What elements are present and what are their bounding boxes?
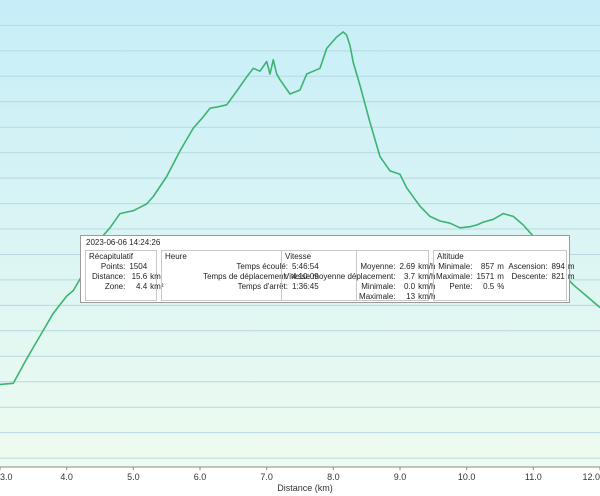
altitude-label: Descente: bbox=[511, 272, 548, 281]
x-tick-label: 9.0 bbox=[394, 472, 407, 482]
vitesse-row: Minimale: 0.0 km/h bbox=[282, 282, 437, 292]
x-tick-label: 4.0 bbox=[60, 472, 73, 482]
recap-label: Points: bbox=[100, 262, 126, 271]
altitude-row: Pente: 0.5% bbox=[434, 282, 577, 292]
altitude-table: Minimale: 857 m Ascension: 894 m Maximale: 157… bbox=[434, 262, 577, 292]
x-tick-label: 12.0 bbox=[582, 472, 600, 482]
vitesse-unit: km/h bbox=[418, 292, 436, 301]
vitesse-table: Moyenne: 2.69 km/h Vitesse moyenne déplace… bbox=[282, 262, 437, 302]
recap-value: 4.4 bbox=[136, 282, 148, 291]
altitude-panel: Altitude Minimale: 857 m Ascension: 894 m Max… bbox=[433, 250, 575, 301]
recap-row: Distance: 15.6 km bbox=[90, 272, 165, 282]
recap-value: 1504 bbox=[129, 262, 148, 271]
vitesse-label: Minimale: bbox=[361, 282, 396, 291]
heure-panel: Heure Temps écoulé: 5:46:54 Temps de dépl… bbox=[161, 250, 357, 301]
altitude-value: 894 bbox=[551, 262, 565, 271]
altitude-label bbox=[506, 282, 549, 292]
heure-label: Temps écoulé: bbox=[236, 262, 288, 271]
heure-value: 4:10:09 bbox=[292, 272, 319, 281]
x-tick-label: 3.0 bbox=[0, 472, 13, 482]
heure-table: Temps écoulé: 5:46:54 Temps de déplacemen… bbox=[162, 262, 321, 292]
x-axis-title: Distance (km) bbox=[277, 483, 333, 493]
heure-row: Temps d'arrêt: 1:36:45 bbox=[162, 282, 321, 292]
vitesse-unit: km/h bbox=[418, 272, 436, 281]
vitesse-row: Vitesse moyenne déplacement: 3.7 km/h bbox=[282, 272, 437, 282]
vitesse-label: Vitesse moyenne déplacement: bbox=[284, 272, 396, 281]
altitude-label: Maximale: bbox=[436, 272, 473, 281]
altitude-label: Pente: bbox=[449, 282, 473, 291]
heure-value: 1:36:45 bbox=[292, 282, 319, 291]
recap-row: Zone: 4.4 km² bbox=[90, 282, 165, 292]
vitesse-row: Maximale: 13 km/h bbox=[282, 292, 437, 302]
altitude-value: 857 bbox=[480, 262, 495, 271]
vitesse-label: Moyenne: bbox=[360, 262, 396, 271]
vitesse-unit: km/h bbox=[418, 262, 436, 271]
plot-background bbox=[0, 0, 600, 467]
recap-value: 15.6 bbox=[131, 272, 148, 281]
vitesse-label: Maximale: bbox=[359, 292, 396, 301]
altitude-unit bbox=[567, 282, 577, 292]
x-tick-label: 7.0 bbox=[260, 472, 273, 482]
altitude-value: 0.5 bbox=[483, 282, 495, 291]
altitude-title: Altitude bbox=[437, 252, 464, 261]
vitesse-title: Vitesse bbox=[285, 252, 312, 261]
altitude-unit: m bbox=[567, 262, 575, 271]
recap-table: Points: 1504 Distance: 15.6 km Zone: 4.4 km² bbox=[90, 262, 165, 292]
altitude-unit: % bbox=[497, 282, 505, 291]
heure-title: Heure bbox=[165, 252, 187, 261]
altitude-label: Minimale: bbox=[438, 262, 473, 271]
recap-row: Points: 1504 bbox=[90, 262, 165, 272]
vitesse-value: 13 bbox=[406, 292, 416, 301]
recap-panel: Récapitulatif Points: 1504 Distance: 15.6 k… bbox=[85, 250, 163, 301]
heure-row: Temps écoulé: 5:46:54 bbox=[162, 262, 321, 272]
altitude-unit: m bbox=[497, 272, 504, 281]
altitude-value: 1571 bbox=[476, 272, 495, 281]
x-tick-label: 11.0 bbox=[525, 472, 542, 482]
heure-value: 5:46:54 bbox=[292, 262, 319, 271]
vitesse-value: 0.0 bbox=[403, 282, 416, 291]
x-tick-label: 8.0 bbox=[327, 472, 340, 482]
altitude-row: Maximale: 1571 m Descente: 821 m bbox=[434, 272, 577, 282]
vitesse-value: 3.7 bbox=[403, 272, 416, 281]
altitude-row: Minimale: 857 m Ascension: 894 m bbox=[434, 262, 577, 272]
recap-unit: km bbox=[150, 272, 161, 281]
stats-date: 2023-06-06 14:24:26 bbox=[86, 238, 161, 247]
recap-label: Zone: bbox=[104, 282, 126, 291]
x-tick-label: 5.0 bbox=[127, 472, 140, 482]
heure-row: Temps de déplacement: 4:10:09 bbox=[162, 272, 321, 282]
recap-title: Récapitulatif bbox=[89, 252, 134, 261]
altitude-unit: m bbox=[497, 262, 504, 271]
stats-box: 2023-06-06 14:24:26 Récapitulatif Points… bbox=[80, 235, 575, 303]
altitude-label: Ascension: bbox=[508, 262, 548, 271]
elevation-series bbox=[0, 31, 600, 386]
altitude-value: 821 bbox=[551, 272, 565, 281]
vitesse-row: Moyenne: 2.69 km/h bbox=[282, 262, 437, 272]
recap-unit: km² bbox=[150, 282, 164, 291]
elevation-line bbox=[0, 31, 600, 386]
altitude-value bbox=[550, 282, 567, 292]
heure-label: Temps d'arrêt: bbox=[237, 282, 288, 291]
vitesse-panel: Vitesse Moyenne: 2.69 km/h Vitesse moyenne… bbox=[281, 250, 435, 301]
x-tick-label: 10.0 bbox=[458, 472, 476, 482]
x-axis-ticks: 3.0 4.0 5.0 6.0 7.0 8.0 9.0 10.0 11.0 12.0 bbox=[0, 467, 600, 482]
x-tick-label: 6.0 bbox=[194, 472, 207, 482]
recap-label: Distance: bbox=[92, 272, 126, 281]
vitesse-value: 2.69 bbox=[399, 262, 416, 271]
altitude-unit: m bbox=[567, 272, 575, 281]
vitesse-unit: km/h bbox=[418, 282, 436, 291]
heure-label: Temps de déplacement: bbox=[203, 272, 288, 281]
